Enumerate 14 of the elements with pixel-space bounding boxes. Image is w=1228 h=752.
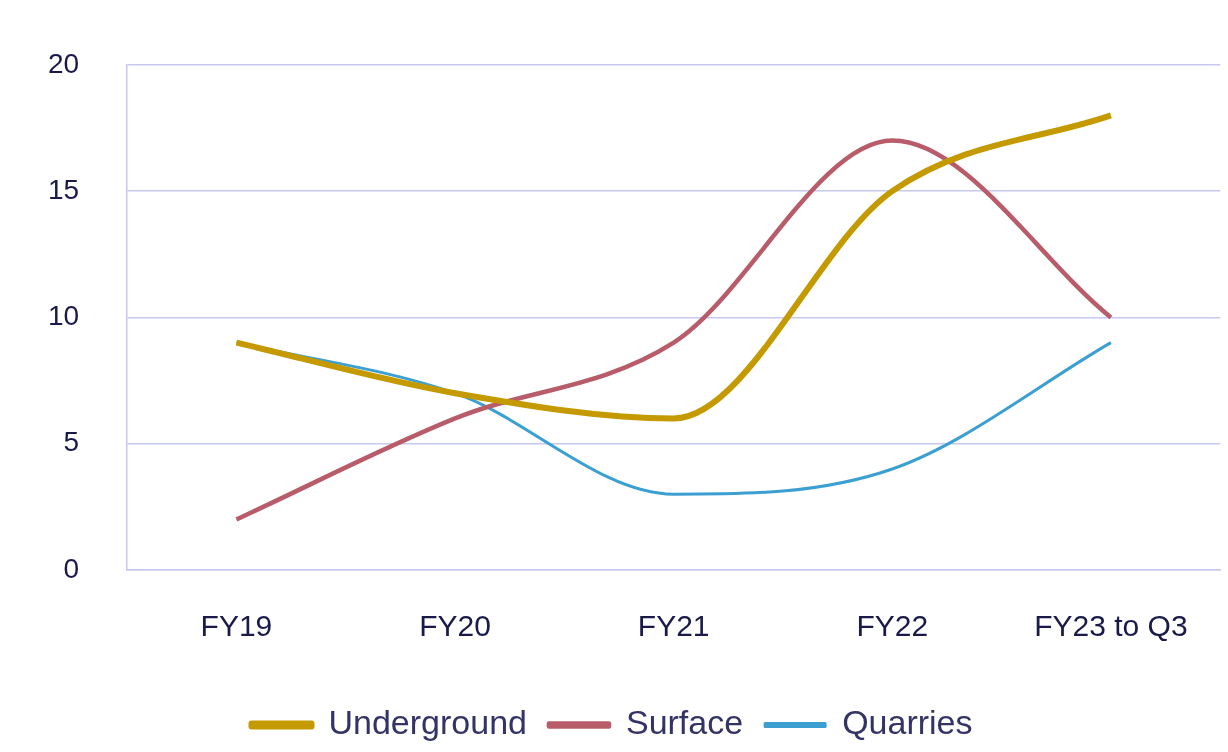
y-tick-label: 0: [63, 552, 80, 584]
x-tick-label: FY19: [200, 609, 273, 643]
x-tick-label: FY20: [419, 609, 491, 643]
legend-label: Surface: [625, 703, 744, 742]
y-tick-label: 20: [47, 47, 80, 79]
line-series: [234, 138, 1114, 522]
x-tick-label: FY22: [856, 609, 929, 643]
x-tick-label: FY23 to Q3: [1034, 609, 1188, 643]
y-tick-label: 15: [47, 173, 80, 205]
x-tick-label: FY21: [637, 609, 710, 643]
y-tick-label: 5: [63, 426, 80, 458]
legend-label: Underground: [328, 703, 527, 742]
legend-label: Quarries: [842, 703, 973, 742]
y-tick-label: 10: [47, 300, 80, 332]
